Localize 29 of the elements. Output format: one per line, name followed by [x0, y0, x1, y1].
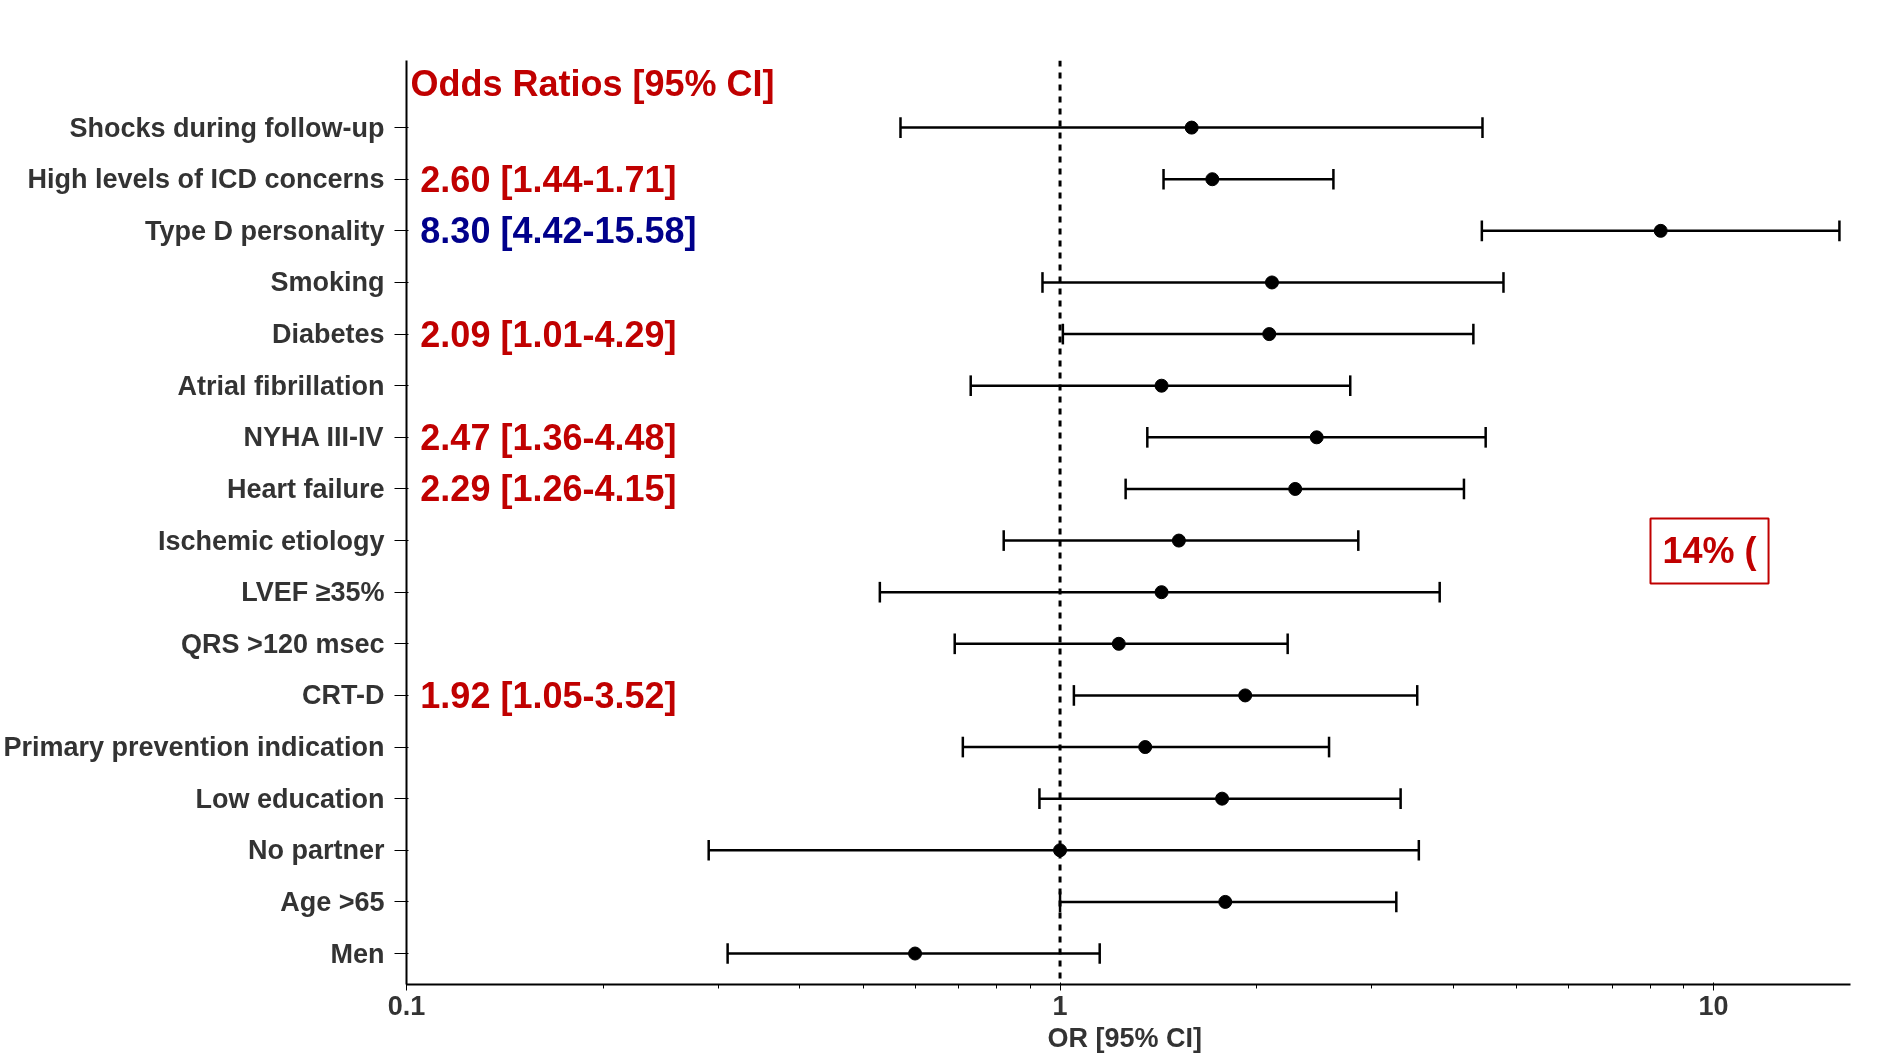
y-tick-label: High levels of ICD concerns [27, 164, 385, 195]
x-tick-label: 10 [1698, 990, 1729, 1021]
y-tick-label: Men [330, 938, 385, 969]
y-tick-label: Ischemic etiology [157, 525, 385, 556]
y-tick-label: No partner [247, 835, 385, 866]
annotation: Odds Ratios [95% CI] [410, 63, 775, 105]
x-tick-label: 1 [1052, 990, 1068, 1021]
y-tick-label: NYHA III-IV [243, 422, 384, 453]
annotation: 2.47 [1.36-4.48] [420, 416, 677, 458]
y-tick-label: Diabetes [271, 319, 385, 350]
annotation: 1.92 [1.05-3.52] [420, 674, 677, 716]
y-tick-label: LVEF ≥35% [241, 577, 385, 608]
y-tick-label: Shocks during follow-up [69, 112, 385, 143]
y-tick-label: Low education [195, 783, 385, 814]
y-tick-label: Primary prevention indication [3, 732, 385, 763]
y-tick-label: Type D personality [144, 215, 385, 246]
annotation: 14% ( [1662, 530, 1757, 572]
y-tick-label: Smoking [270, 267, 385, 298]
y-tick-label: QRS >120 msec [181, 628, 385, 659]
annotation: 2.60 [1.44-1.71] [420, 158, 677, 200]
x-axis-title: OR [95% CI] [1047, 1022, 1203, 1053]
annotation: 2.09 [1.01-4.29] [420, 313, 677, 355]
x-tick-label: 0.1 [387, 990, 426, 1021]
y-tick-label: Age >65 [280, 886, 385, 917]
y-tick-label: Heart failure [226, 473, 385, 504]
annotation: 2.29 [1.26-4.15] [420, 468, 677, 510]
annotation: 8.30 [4.42-15.58] [420, 210, 697, 252]
y-tick-label: CRT-D [302, 680, 385, 711]
y-tick-label: Atrial fibrillation [177, 370, 385, 401]
